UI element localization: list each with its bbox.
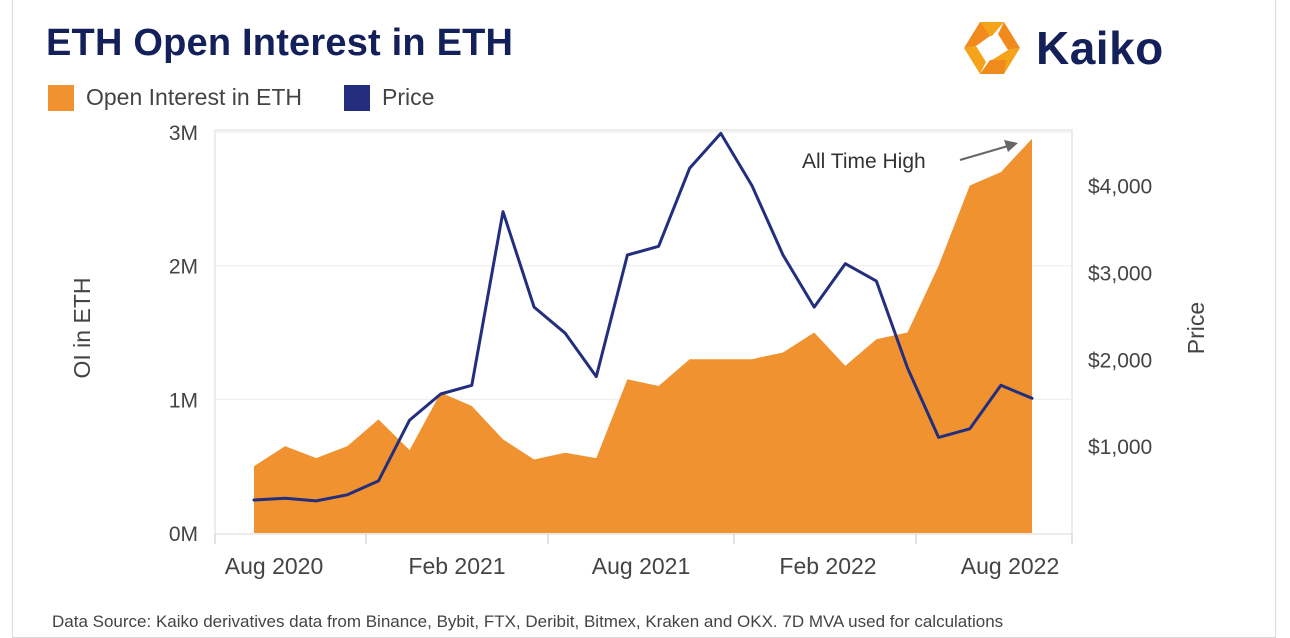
kaiko-logo-text: Kaiko (1036, 22, 1164, 74)
legend-label-price: Price (382, 84, 435, 110)
y-left-tick-1: 1M (169, 389, 198, 412)
y-left-tick-0: 0M (169, 523, 198, 546)
x-tick-label-4: Aug 2022 (961, 553, 1059, 579)
ath-annotation: All Time High (802, 140, 1018, 173)
x-tick-label-0: Aug 2020 (225, 553, 323, 579)
y-right-tick-3: $4,000 (1088, 176, 1152, 199)
legend: Open Interest in ETH Price (48, 84, 462, 111)
ath-arrow-line (959, 145, 1009, 161)
y-right-tick-2: $3,000 (1088, 262, 1152, 285)
y-right-tick-0: $1,000 (1088, 436, 1152, 459)
plot-area (252, 131, 1034, 533)
kaiko-logo: Kaiko (962, 20, 1164, 76)
series-price-line (252, 131, 1034, 503)
plot-border (214, 129, 1073, 535)
x-tick-label-2: Aug 2021 (592, 553, 690, 579)
y-left-axis-title: OI in ETH (69, 278, 95, 379)
x-tick-label-1: Feb 2021 (408, 553, 505, 579)
x-tick-label-3: Feb 2022 (779, 553, 876, 579)
ath-arrow-head (1004, 140, 1018, 152)
y-right-tick-1: $2,000 (1088, 349, 1152, 372)
y-left-tick-2: 2M (169, 256, 198, 279)
legend-label-open-interest: Open Interest in ETH (86, 84, 303, 110)
ath-annotation-text: All Time High (802, 150, 926, 173)
legend-item-open-interest[interactable]: Open Interest in ETH (48, 84, 302, 111)
series-open-interest-area (254, 138, 1032, 533)
legend-swatch-price (344, 84, 371, 111)
chart-title: ETH Open Interest in ETH (46, 22, 514, 64)
y-left-tick-3: 3M (169, 122, 198, 145)
legend-item-price[interactable]: Price (344, 84, 434, 111)
y-right-axis-title: Price (1183, 302, 1209, 354)
axes: 0M 1M 2M 3M $1,000 $2,000 $3,000 $4,000 Aug 2020… (169, 122, 1152, 579)
legend-swatch-open-interest (48, 84, 74, 111)
data-source-note: Data Source: Kaiko derivatives data from… (52, 612, 1004, 631)
kaiko-logo-icon (964, 22, 1020, 74)
